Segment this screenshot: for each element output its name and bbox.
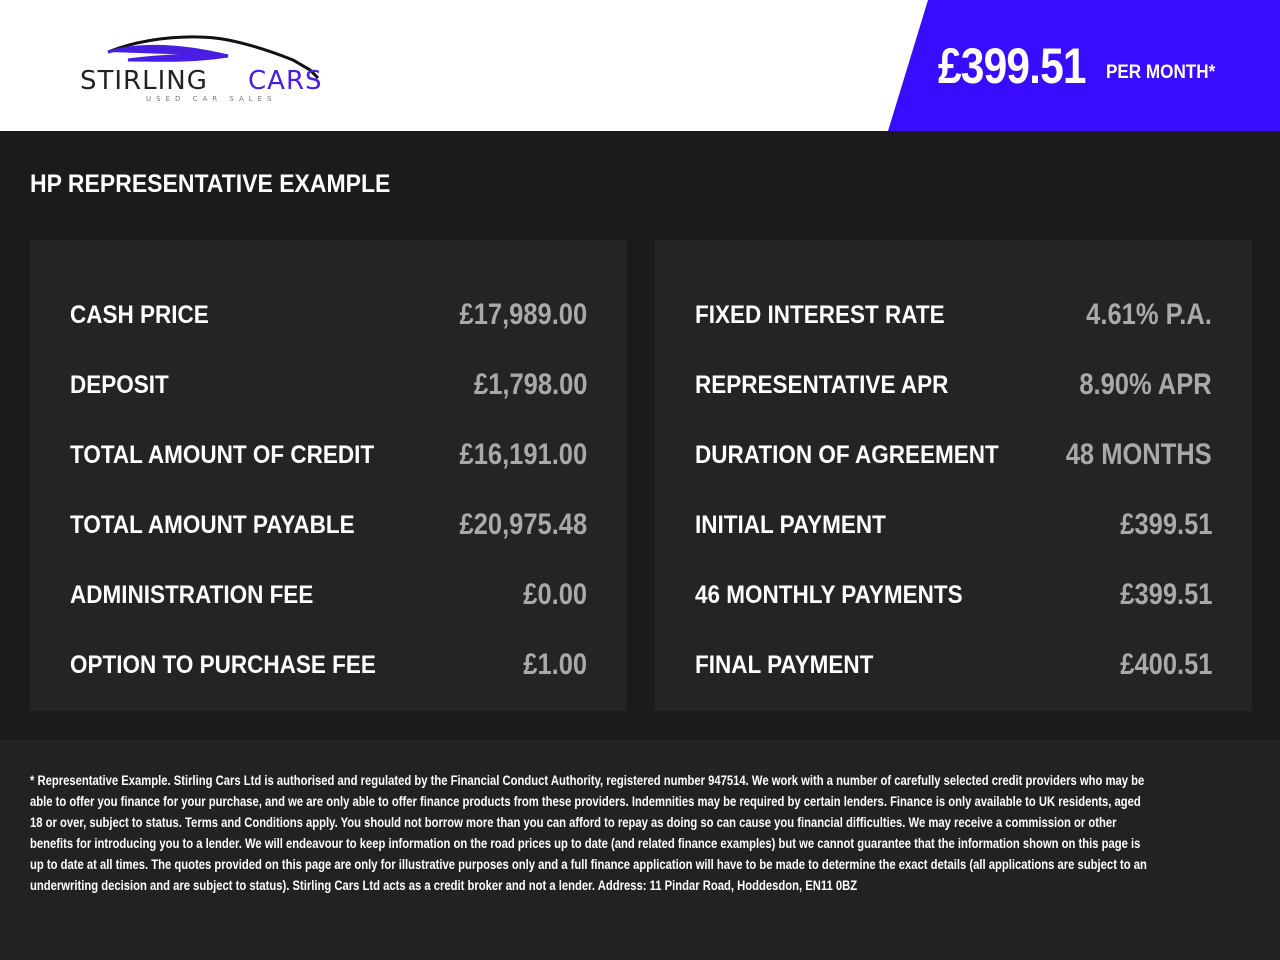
finance-value: £16,191.00 (459, 438, 587, 471)
finance-label: FIXED INTEREST RATE (695, 300, 945, 329)
finance-label: REPRESENTATIVE APR (695, 370, 949, 399)
finance-value: £1.00 (523, 648, 587, 681)
finance-row: 46 MONTHLY PAYMENTS £399.51 (695, 560, 1212, 630)
finance-row: INITIAL PAYMENT £399.51 (695, 490, 1212, 560)
finance-label: CASH PRICE (70, 300, 209, 329)
per-month-label: PER MONTH* (1106, 61, 1216, 83)
finance-value: £17,989.00 (459, 298, 587, 331)
finance-label: DURATION OF AGREEMENT (695, 440, 999, 469)
finance-row: DEPOSIT £1,798.00 (70, 350, 587, 420)
finance-label: TOTAL AMOUNT OF CREDIT (70, 440, 375, 469)
finance-row: TOTAL AMOUNT PAYABLE £20,975.48 (70, 490, 587, 560)
stirling-cars-logo: STIRLING CARS USED CAR SALES (80, 35, 323, 103)
finance-label: 46 MONTHLY PAYMENTS (695, 580, 963, 609)
finance-row: FINAL PAYMENT £400.51 (695, 630, 1212, 700)
finance-value: £20,975.48 (459, 508, 587, 541)
right-finance-panel: FIXED INTEREST RATE 4.61% P.A. REPRESENTAT… (655, 240, 1252, 711)
monthly-price-banner: £399.51 PER MONTH* (888, 0, 1280, 131)
finance-value: £1,798.00 (473, 368, 587, 401)
finance-value: £0.00 (523, 578, 587, 611)
svg-text:USED CAR SALES: USED CAR SALES (146, 95, 277, 103)
disclaimer-text: * Representative Example. Stirling Cars … (30, 773, 1147, 893)
svg-text:CARS: CARS (248, 66, 323, 96)
header: STIRLING CARS USED CAR SALES £399.51 PER… (0, 0, 1280, 131)
finance-value: 4.61% P.A. (1086, 298, 1212, 331)
finance-row: OPTION TO PURCHASE FEE £1.00 (70, 630, 587, 700)
monthly-price: £399.51 (938, 37, 1087, 94)
finance-label: TOTAL AMOUNT PAYABLE (70, 510, 355, 539)
finance-label: OPTION TO PURCHASE FEE (70, 650, 376, 679)
left-finance-panel: CASH PRICE £17,989.00 DEPOSIT £1,798.00 TOTA… (30, 240, 627, 711)
finance-row: REPRESENTATIVE APR 8.90% APR (695, 350, 1212, 420)
finance-value: 8.90% APR (1079, 368, 1212, 401)
finance-value: £400.51 (1119, 648, 1212, 681)
footer: * Representative Example. Stirling Cars … (0, 740, 1280, 960)
finance-label: FINAL PAYMENT (695, 650, 874, 679)
finance-row: DURATION OF AGREEMENT 48 MONTHS (695, 420, 1212, 490)
finance-label: ADMINISTRATION FEE (70, 580, 314, 609)
finance-row: FIXED INTEREST RATE 4.61% P.A. (695, 280, 1212, 350)
svg-text:STIRLING: STIRLING (80, 66, 208, 96)
finance-label: INITIAL PAYMENT (695, 510, 886, 539)
finance-value: £399.51 (1119, 578, 1212, 611)
finance-value: £399.51 (1119, 508, 1212, 541)
section-title: HP REPRESENTATIVE EXAMPLE (30, 170, 391, 198)
finance-row: ADMINISTRATION FEE £0.00 (70, 560, 587, 630)
finance-label: DEPOSIT (70, 370, 169, 399)
finance-row: TOTAL AMOUNT OF CREDIT £16,191.00 (70, 420, 587, 490)
finance-value: 48 MONTHS (1066, 438, 1212, 471)
finance-row: CASH PRICE £17,989.00 (70, 280, 587, 350)
